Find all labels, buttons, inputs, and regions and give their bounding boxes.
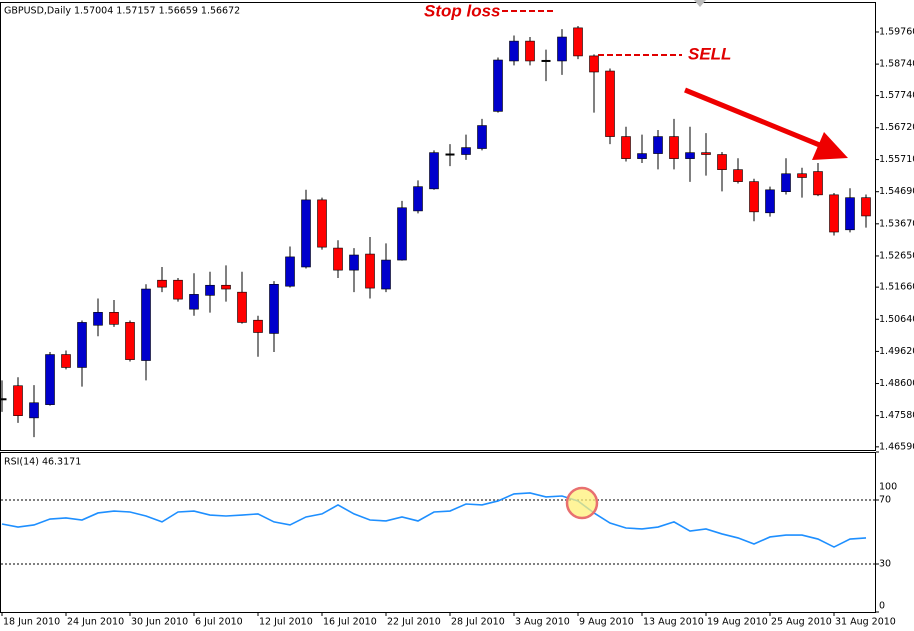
candle-body [509,40,519,62]
candle-body [765,189,775,214]
arrow-head [812,132,848,160]
y-tick-label: 1.47580 [879,410,914,421]
x-tick-label: 18 Jun 2010 [3,617,60,628]
arrow-shaft [684,87,823,149]
highlight-circle [565,486,599,520]
candle-body [45,354,55,405]
y-tick-label: 1.56720 [879,122,914,133]
candle-body [589,55,599,73]
candle-body [269,284,279,334]
candle-body [109,312,119,325]
candle-body [621,136,631,159]
y-tick-label: 1.49620 [879,346,914,357]
candle-body [237,291,247,323]
candle-body [301,199,311,268]
candle-body [653,136,663,154]
candle-body [861,197,871,217]
x-tick-label: 12 Jul 2010 [259,617,313,628]
candle-body [477,125,487,149]
sell-label: SELL [688,44,731,63]
candle-body [205,284,215,296]
rsi-line [1,492,867,548]
y-tick-label: 0 [879,601,885,612]
candle-body [13,385,23,416]
candle-body [701,152,711,155]
candle-body [733,169,743,182]
candle-body [381,259,391,290]
candle-body [461,147,471,155]
candle-body [349,254,359,271]
y-tick-label: 1.48600 [879,378,914,389]
y-tick-label: 70 [879,495,891,506]
candle-body [189,294,199,310]
candle-body [429,152,439,190]
candle-body [525,40,535,62]
y-tick-label: 1.59760 [879,26,914,37]
y-tick-label: 30 [879,559,891,570]
candle-body [157,279,167,288]
x-tick-label: 3 Aug 2010 [515,617,570,628]
candle-body [685,152,695,159]
candle-body [845,197,855,231]
y-tick-label: 1.55710 [879,154,914,165]
chart-title: GBPUSD,Daily 1.57004 1.57157 1.56659 1.5… [4,6,240,17]
candle-body [317,199,327,248]
y-tick-label: 1.53670 [879,218,914,229]
rsi-title: RSI(14) 46.3171 [4,457,81,468]
candle-body [413,186,423,212]
candle-body [333,247,343,271]
shift-marker [694,0,706,7]
rsi-panel [0,452,876,613]
x-tick-label: 16 Jul 2010 [323,617,377,628]
candle-body [749,181,759,213]
candle-body [93,312,103,326]
candle-body [141,288,151,361]
candle-body [125,322,135,360]
x-tick-label: 25 Aug 2010 [771,617,832,628]
x-tick-label: 13 Aug 2010 [643,617,704,628]
candle-body [669,136,679,159]
y-tick-label: 1.58740 [879,59,914,70]
candle-body [797,173,807,178]
candle-body [77,322,87,368]
y-tick-label: 1.46590 [879,441,914,452]
x-tick-label: 19 Aug 2010 [707,617,768,628]
y-tick-label: 1.50640 [879,314,914,325]
candle-body [285,256,295,287]
y-tick-label: 1.57740 [879,90,914,101]
candle-body [781,173,791,192]
candle-body [493,59,503,112]
y-tick-label: 1.54690 [879,186,914,197]
candle-body [221,284,231,290]
x-tick-label: 31 Aug 2010 [835,617,896,628]
candle-body [717,154,727,170]
candle-body [61,354,71,368]
candle-body [253,319,263,333]
y-tick-label: 1.51660 [879,282,914,293]
x-tick-label: 6 Jul 2010 [195,617,243,628]
x-tick-label: 28 Jul 2010 [451,617,505,628]
x-tick-label: 30 Jun 2010 [131,617,188,628]
candle-body [605,70,615,137]
x-tick-label: 24 Jun 2010 [67,617,124,628]
candle-body [173,279,183,300]
candle-body [573,27,583,57]
x-tick-label: 22 Jul 2010 [387,617,441,628]
price-panel [0,2,876,451]
y-tick-label: 100 [879,482,897,493]
candle-body [637,153,647,159]
candle-body [829,194,839,233]
candle-body [365,253,375,289]
candle-body [397,207,407,261]
x-tick-label: 9 Aug 2010 [579,617,634,628]
candle-body [557,36,567,62]
candle-body [813,171,823,196]
stop-loss-label: Stop loss [424,1,501,20]
y-tick-label: 1.52650 [879,250,914,261]
candle-body [29,402,39,419]
